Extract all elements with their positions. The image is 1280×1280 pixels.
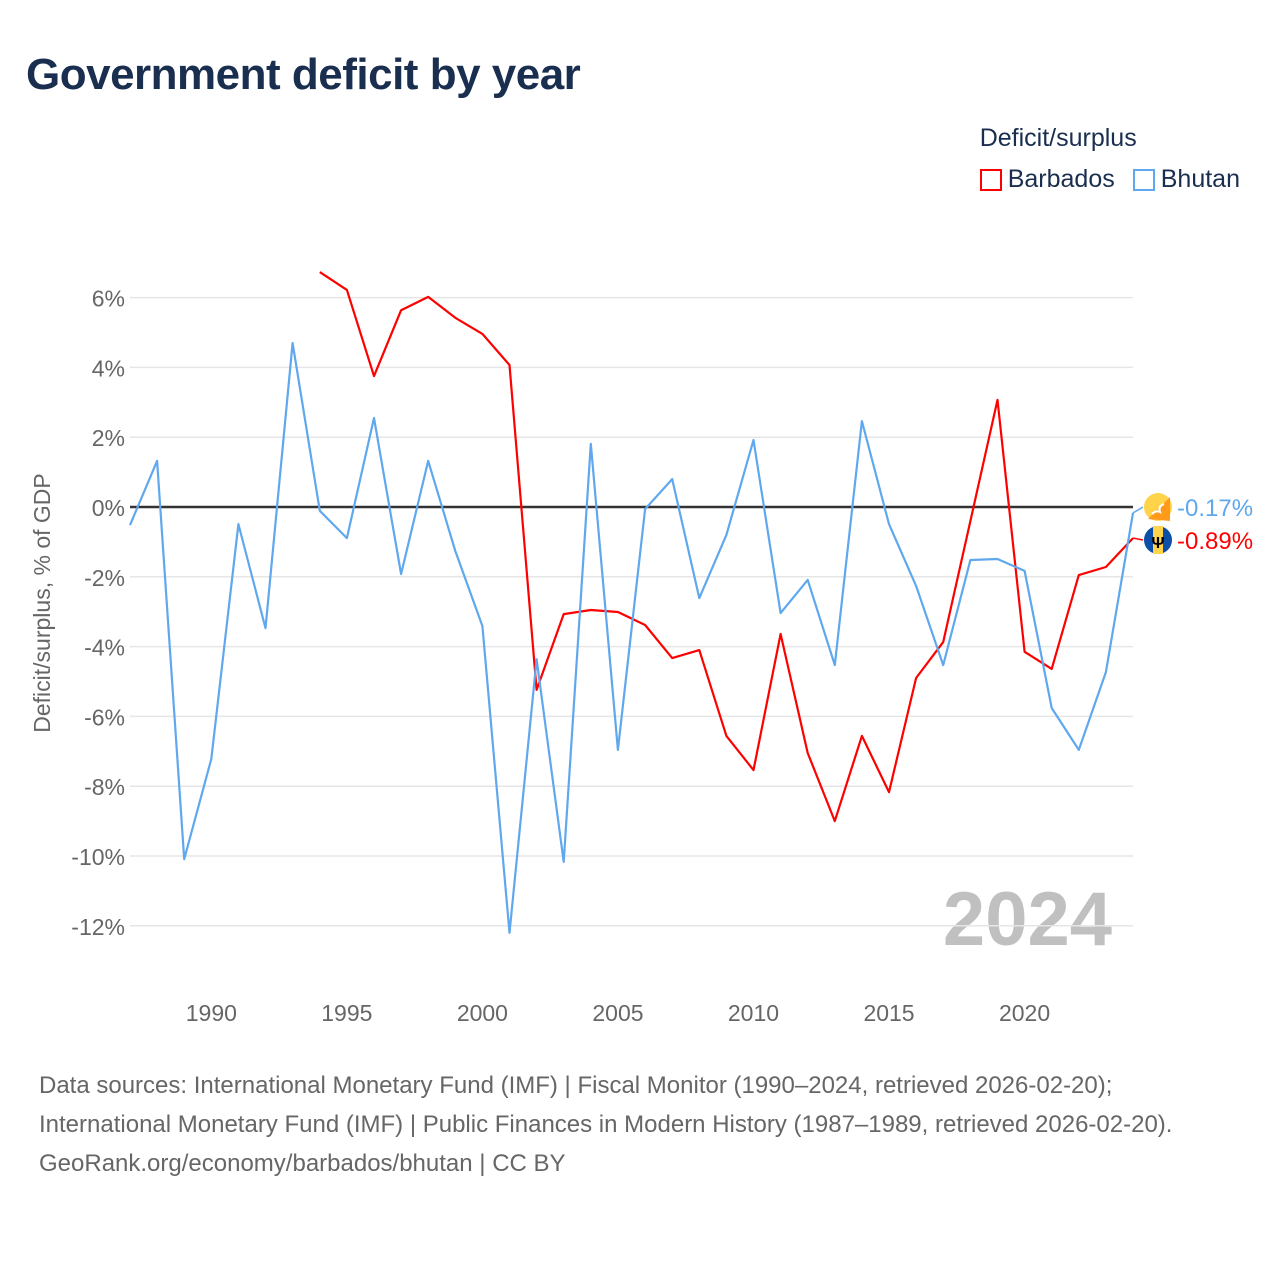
- x-tick-label: 2020: [999, 1000, 1050, 1026]
- x-tick-label: 2010: [728, 1000, 779, 1026]
- line-chart: 2024 6% 4% 2% 0% -2% -4% -6% -8% -10% -12% 1990 1995…: [29, 271, 1253, 1026]
- y-tick-label: -4%: [84, 635, 125, 661]
- x-tick-label: 1995: [321, 1000, 372, 1026]
- series-line-bhutan: [128, 341, 1135, 934]
- y-tick-label: 4%: [92, 355, 125, 381]
- barbados-flag-icon: [1153, 526, 1163, 554]
- legend: Deficit/surplus Barbados Bhutan: [979, 124, 1240, 194]
- y-tick-label: -6%: [84, 704, 125, 730]
- bhutan-flag-icon: [1151, 503, 1165, 515]
- footer: Data sources: International Monetary Fun…: [39, 1066, 1239, 1183]
- label-connector: [1132, 537, 1144, 541]
- x-tick-label: 2000: [457, 1000, 508, 1026]
- y-tick-label: 6%: [92, 286, 125, 312]
- legend-item-bhutan[interactable]: Bhutan: [1132, 165, 1240, 194]
- y-axis-label: Deficit/surplus, % of GDP: [29, 473, 55, 732]
- end-value-label: -0.17%: [1177, 495, 1253, 522]
- y-tick-label: 0%: [92, 495, 125, 521]
- series-line-barbados: [319, 271, 1134, 823]
- legend-swatch-barbados: [979, 168, 1002, 191]
- legend-label: Bhutan: [1160, 165, 1240, 193]
- chart-title: Government deficit by year: [26, 50, 581, 99]
- legend-item-barbados[interactable]: Barbados: [979, 165, 1115, 194]
- x-tick-label: 1990: [186, 1000, 237, 1026]
- legend-swatch-bhutan: [1132, 168, 1155, 191]
- y-tick-label: -10%: [71, 844, 125, 870]
- y-tick-label: -2%: [84, 565, 125, 591]
- barbados-flag-icon: Ψ: [1152, 535, 1165, 552]
- x-tick-label: 2015: [863, 1000, 914, 1026]
- x-tick-label: 2005: [592, 1000, 643, 1026]
- credit-link[interactable]: GeoRank.org/economy/barbados/bhutan | CC…: [39, 1150, 566, 1177]
- y-tick-label: 2%: [92, 425, 125, 451]
- y-tick-label: -8%: [84, 774, 125, 800]
- end-value-label: -0.89%: [1177, 528, 1253, 555]
- legend-label: Barbados: [1007, 165, 1115, 193]
- data-sources: Data sources: International Monetary Fun…: [39, 1072, 1173, 1138]
- y-tick-label: -12%: [71, 914, 125, 940]
- legend-title: Deficit/surplus: [979, 124, 1137, 152]
- label-connector: [1132, 506, 1144, 514]
- year-watermark: 2024: [943, 877, 1112, 962]
